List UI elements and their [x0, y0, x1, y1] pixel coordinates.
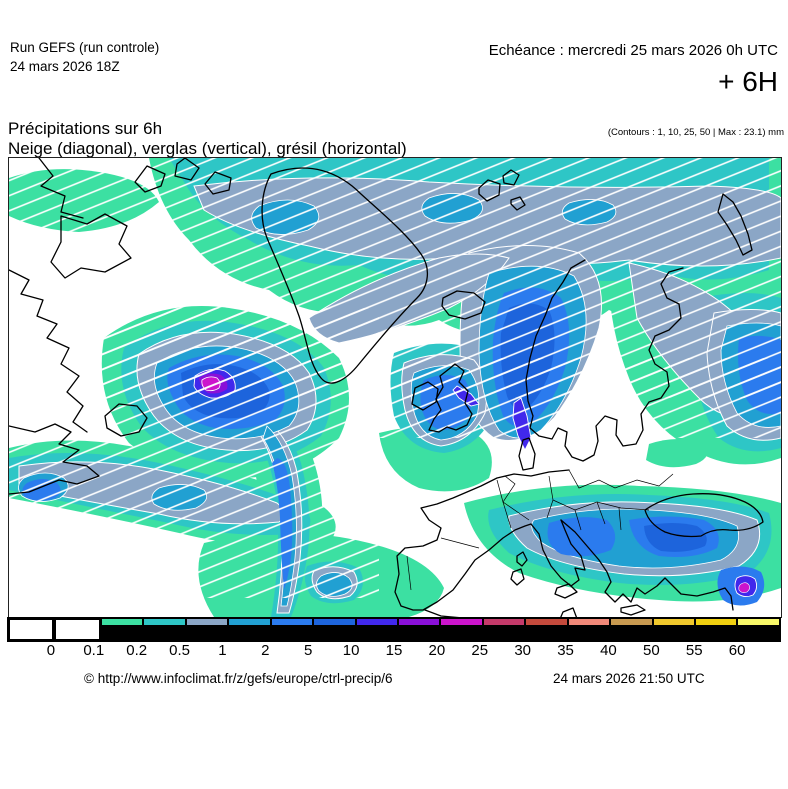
country-borders — [406, 469, 674, 591]
colorbar-cell-strip — [270, 618, 314, 626]
colorbar-label: 30 — [514, 642, 531, 659]
forecast-validity: Echéance : mercredi 25 mars 2026 0h UTC — [488, 42, 778, 59]
colorbar-cell-strip — [440, 618, 483, 626]
colorbar-cell — [652, 618, 695, 641]
colorbar-cell — [8, 618, 55, 641]
colorbar-label: 55 — [685, 642, 703, 659]
colorbar-cell-strip — [610, 618, 653, 626]
colorbar-cell — [482, 618, 526, 641]
colorbar-label: 0.5 — [169, 642, 190, 659]
colorbar-cell — [567, 618, 611, 641]
colorbar-cell — [228, 618, 271, 641]
snow-hatch-overlay — [9, 158, 781, 598]
colorbar-label: 15 — [385, 642, 403, 659]
colorbar-cell-strip — [397, 618, 441, 626]
colorbar-cell-strip — [100, 618, 144, 626]
map-subtitle: Neige (diagonal), verglas (vertical), gr… — [8, 139, 407, 158]
colorbar-cell — [397, 618, 441, 641]
contours-note: (Contours : 1, 10, 25, 50 | Max : 23.1) … — [607, 127, 784, 138]
colorbar-label: 25 — [471, 642, 489, 659]
colorbar-cell-strip — [567, 618, 611, 626]
colorbar-cell — [270, 618, 314, 641]
colorbar-label: 35 — [557, 642, 574, 659]
run-date: 24 mars 2026 18Z — [10, 59, 120, 74]
colorbar-cell-strip — [313, 618, 356, 626]
precip-colorbar — [7, 617, 781, 642]
run-model: Run GEFS (run controle) — [10, 40, 160, 55]
colorbar-label: 5 — [304, 642, 313, 659]
colorbar-cell — [100, 618, 144, 641]
coastlines — [8, 157, 766, 639]
colorbar-cell — [610, 618, 653, 641]
colorbar-label: 0.2 — [126, 642, 148, 659]
colorbar-cell — [313, 618, 356, 641]
colorbar-cell — [185, 618, 229, 641]
colorbar-cell-strip — [737, 618, 780, 626]
colorbar-label: 50 — [642, 642, 660, 659]
colorbar-cell-strip — [228, 618, 271, 626]
colorbar-cell-strip — [525, 618, 568, 626]
colorbar-cell-strip — [355, 618, 398, 626]
colorbar-cell-strip — [482, 618, 526, 626]
colorbar-cell-strip — [185, 618, 229, 626]
generation-timestamp: 24 mars 2026 21:50 UTC — [553, 671, 705, 686]
colorbar-label: 10 — [342, 642, 360, 659]
colorbar-cell — [143, 618, 186, 641]
colorbar-cell — [737, 618, 780, 641]
precip-colorbar-labels: 0 0.1 0.2 0.5 1 2 5 10 15 20 25 30 35 40 50 55 60 — [8, 642, 780, 660]
colorbar-label: 40 — [600, 642, 617, 659]
colorbar-cell — [695, 618, 738, 641]
colorbar-cell — [54, 618, 101, 641]
colorbar-cell — [525, 618, 568, 641]
map-canvas — [8, 157, 782, 639]
colorbar-label: 0.1 — [83, 642, 105, 659]
source-url: © http://www.infoclimat.fr/z/gefs/europe… — [84, 671, 393, 686]
map-title: Précipitations sur 6h — [8, 119, 163, 138]
colorbar-cell — [440, 618, 483, 641]
colorbar-cell-strip — [143, 618, 186, 626]
colorbar-cell-strip — [652, 618, 695, 626]
colorbar-label: 1 — [218, 642, 227, 659]
colorbar-cell — [355, 618, 398, 641]
colorbar-label: 0 — [46, 642, 56, 659]
colorbar-label: 60 — [728, 642, 746, 659]
colorbar-label: 2 — [261, 642, 270, 659]
forecast-step: + 6H — [718, 66, 778, 97]
run-info: Run GEFS (run controle) 24 mars 2026 18Z — [10, 38, 159, 76]
colorbar-cell-strip — [695, 618, 738, 626]
colorbar-label: 20 — [428, 642, 446, 659]
precipitation-map — [8, 157, 782, 639]
